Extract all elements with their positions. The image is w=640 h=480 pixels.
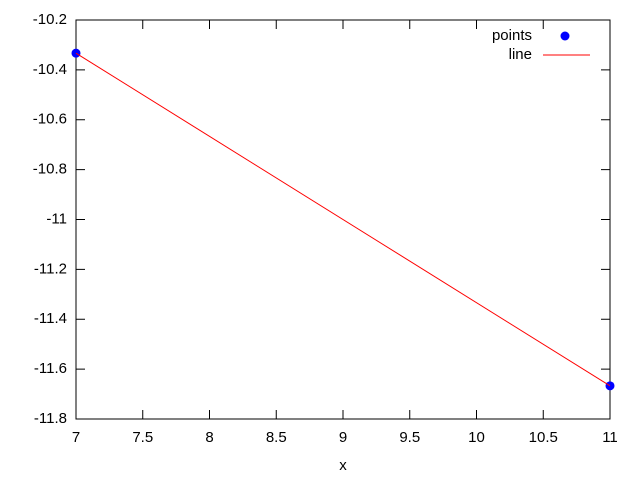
x-tick-label: 8 bbox=[205, 429, 213, 446]
y-tick-label: -11.2 bbox=[34, 260, 67, 277]
y-tick-label: -10.4 bbox=[33, 61, 67, 78]
x-tick-label: 10.5 bbox=[529, 429, 558, 446]
x-tick-label: 8.5 bbox=[266, 429, 287, 446]
y-tick-label: -11.8 bbox=[34, 410, 67, 427]
x-tick-label: 9 bbox=[339, 429, 347, 446]
x-tick-label: 7 bbox=[72, 429, 80, 446]
legend-label: line bbox=[509, 46, 532, 63]
x-tick-label: 7.5 bbox=[132, 429, 153, 446]
x-tick-label: 9.5 bbox=[399, 429, 420, 446]
y-tick-label: -10.2 bbox=[33, 11, 67, 28]
legend-label: points bbox=[492, 27, 532, 44]
y-tick-label: -11 bbox=[46, 210, 67, 227]
x-tick-label: 11 bbox=[602, 429, 618, 446]
x-axis-label: x bbox=[339, 457, 347, 474]
y-tick-label: -10.8 bbox=[33, 161, 67, 178]
legend-key bbox=[560, 31, 570, 41]
y-tick-label: -10.6 bbox=[33, 111, 67, 128]
x-tick-label: 10 bbox=[468, 429, 485, 446]
y-tick-label: -11.4 bbox=[34, 310, 67, 327]
y-tick-label: -11.6 bbox=[34, 360, 67, 377]
data-line bbox=[75, 52, 611, 387]
